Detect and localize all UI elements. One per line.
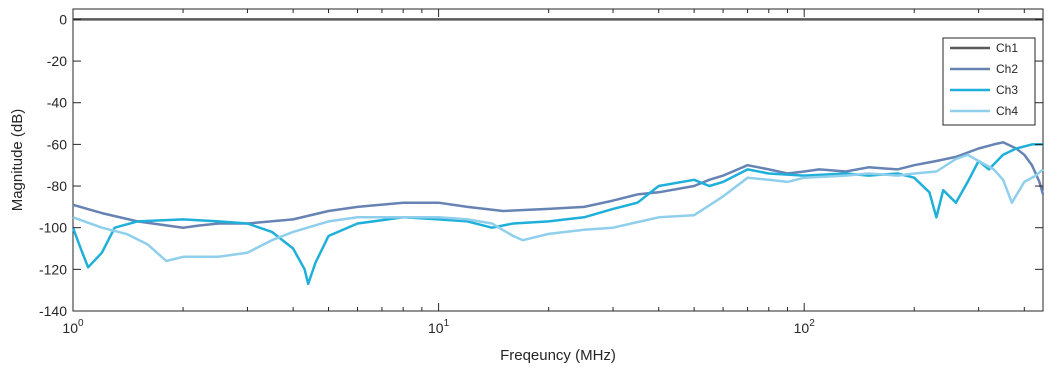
x-tick-label: 100 <box>62 318 84 336</box>
y-tick-label: 0 <box>59 11 67 27</box>
y-tick-label: -100 <box>39 220 67 236</box>
y-tick-label: -40 <box>47 95 67 111</box>
legend-label-ch1: Ch1 <box>996 41 1018 55</box>
y-axis: 0 -20 -40 -60 -80 -100 -120 -140 <box>39 11 1043 319</box>
series-line-ch3 <box>71 143 1043 286</box>
x-axis: 100 101 102 <box>62 9 1025 336</box>
y-tick-label: -120 <box>39 261 67 277</box>
y-tick-label: -140 <box>39 303 67 319</box>
legend-label-ch4: Ch4 <box>996 104 1018 118</box>
y-axis-label: Magnitude (dB) <box>9 109 26 212</box>
y-tick-label: -20 <box>47 53 67 69</box>
plot-area <box>72 8 1044 312</box>
series-line-ch4 <box>72 153 1044 263</box>
x-tick-label: 101 <box>428 318 450 336</box>
legend: Ch1 Ch2 Ch3 Ch4 <box>942 37 1036 126</box>
legend-label-ch3: Ch3 <box>996 83 1018 97</box>
y-tick-label: -60 <box>47 136 67 152</box>
x-axis-label: Freqeuncy (MHz) <box>500 347 616 364</box>
x-tick-label: 102 <box>794 318 816 336</box>
series-line-ch2 <box>72 141 1045 229</box>
series-layer <box>71 18 1045 286</box>
y-tick-label: -80 <box>47 178 67 194</box>
legend-label-ch2: Ch2 <box>996 62 1018 76</box>
